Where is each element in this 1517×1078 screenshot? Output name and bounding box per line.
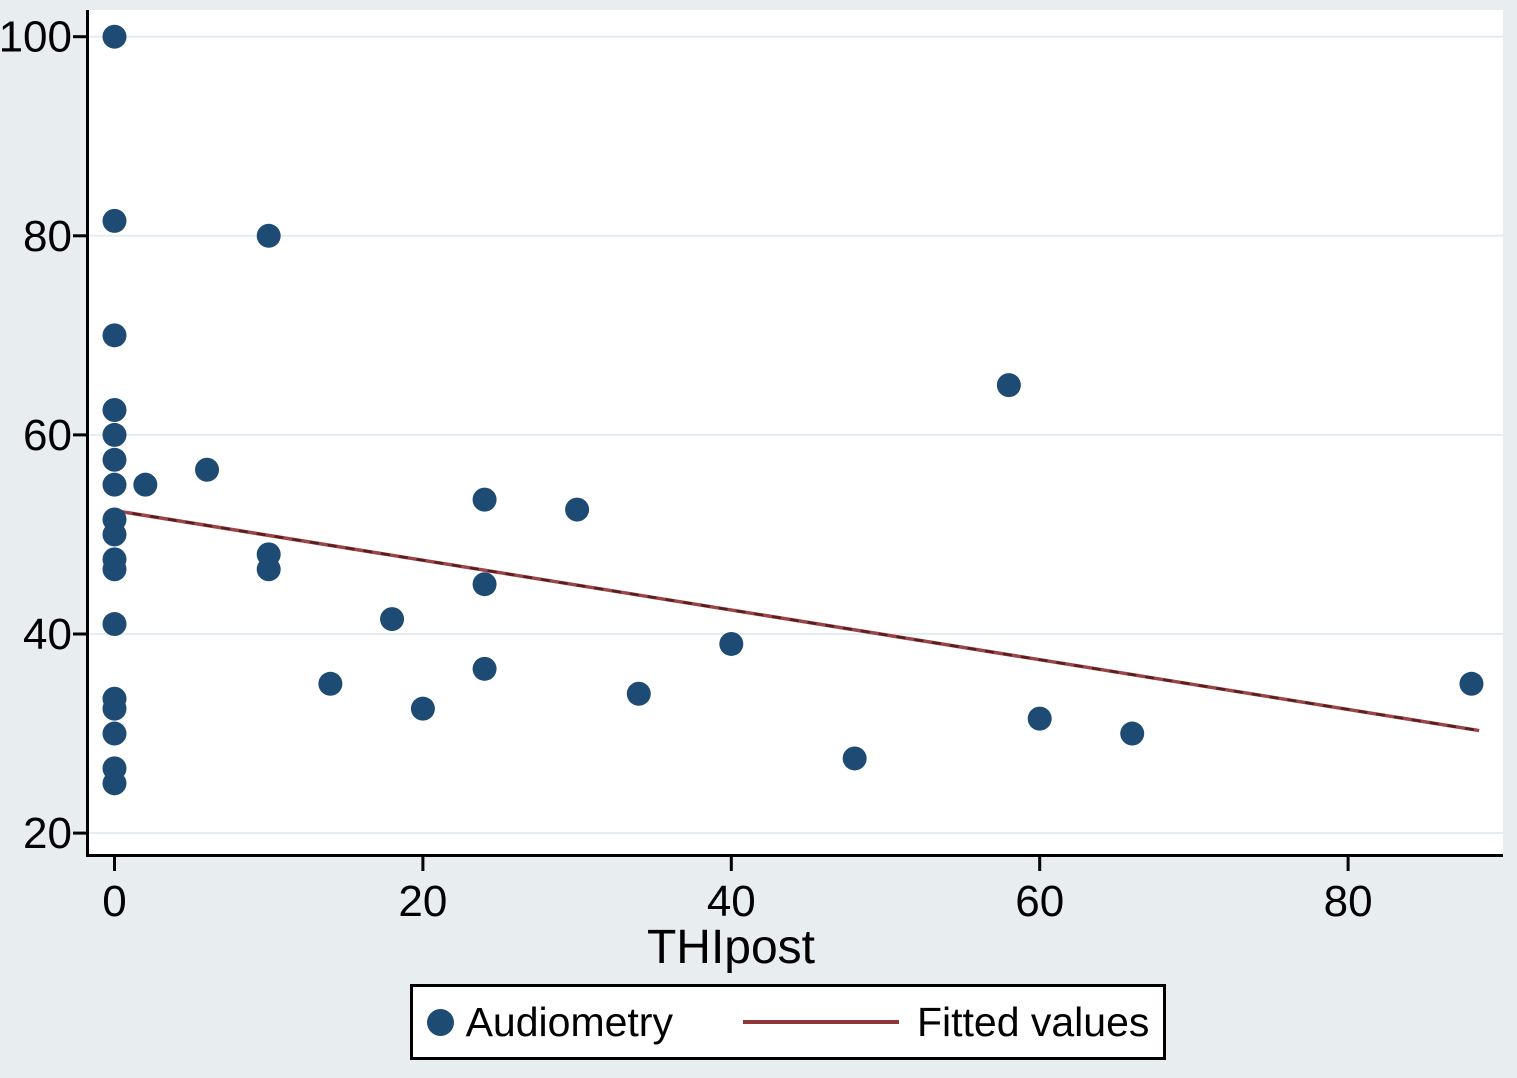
data-point (102, 696, 127, 721)
data-point (472, 656, 497, 681)
legend: Audiometry Fitted values (410, 984, 1166, 1060)
data-point (380, 607, 405, 632)
x-tick-label: 80 (1324, 877, 1373, 926)
data-point (102, 24, 127, 49)
data-point (102, 398, 127, 423)
data-point (719, 631, 744, 656)
plot-area (89, 10, 1503, 855)
data-point (472, 572, 497, 597)
legend-marker-dot-icon (426, 1008, 454, 1036)
data-point (1120, 721, 1145, 746)
data-point (133, 472, 158, 497)
data-point (102, 323, 127, 348)
fitted-line-dashes (114, 509, 1480, 732)
data-point (102, 522, 127, 547)
x-tick-label: 20 (398, 877, 447, 926)
x-axis-title: THIpost (646, 921, 816, 974)
data-point (996, 373, 1021, 398)
y-tick-label: 40 (23, 610, 72, 659)
data-point (102, 612, 127, 637)
data-point (256, 557, 281, 582)
x-tick-label: 40 (707, 877, 756, 926)
data-point (256, 223, 281, 248)
y-tick-label: 60 (23, 411, 72, 460)
x-tick-label: 0 (102, 877, 126, 926)
x-tick-label: 60 (1015, 877, 1064, 926)
data-point (565, 497, 590, 522)
data-point (102, 771, 127, 796)
data-point (102, 472, 127, 497)
data-point (102, 447, 127, 472)
data-point (626, 681, 651, 706)
data-point (102, 557, 127, 582)
data-point (195, 457, 220, 482)
data-point (318, 671, 343, 696)
y-tick-label: 20 (23, 809, 72, 858)
legend-line-sample-icon (742, 1020, 899, 1024)
data-point (1027, 706, 1052, 731)
data-point (410, 696, 435, 721)
legend-label-fitted-values: Fitted values (916, 998, 1150, 1045)
legend-label-audiometry: Audiometry (465, 998, 673, 1045)
data-point (842, 746, 867, 771)
data-point (1459, 671, 1484, 696)
data-point (102, 422, 127, 447)
data-point (102, 208, 127, 233)
y-tick-label: 100 (0, 13, 72, 62)
y-tick-label: 80 (23, 212, 72, 261)
data-point (472, 487, 497, 512)
data-point (102, 721, 127, 746)
